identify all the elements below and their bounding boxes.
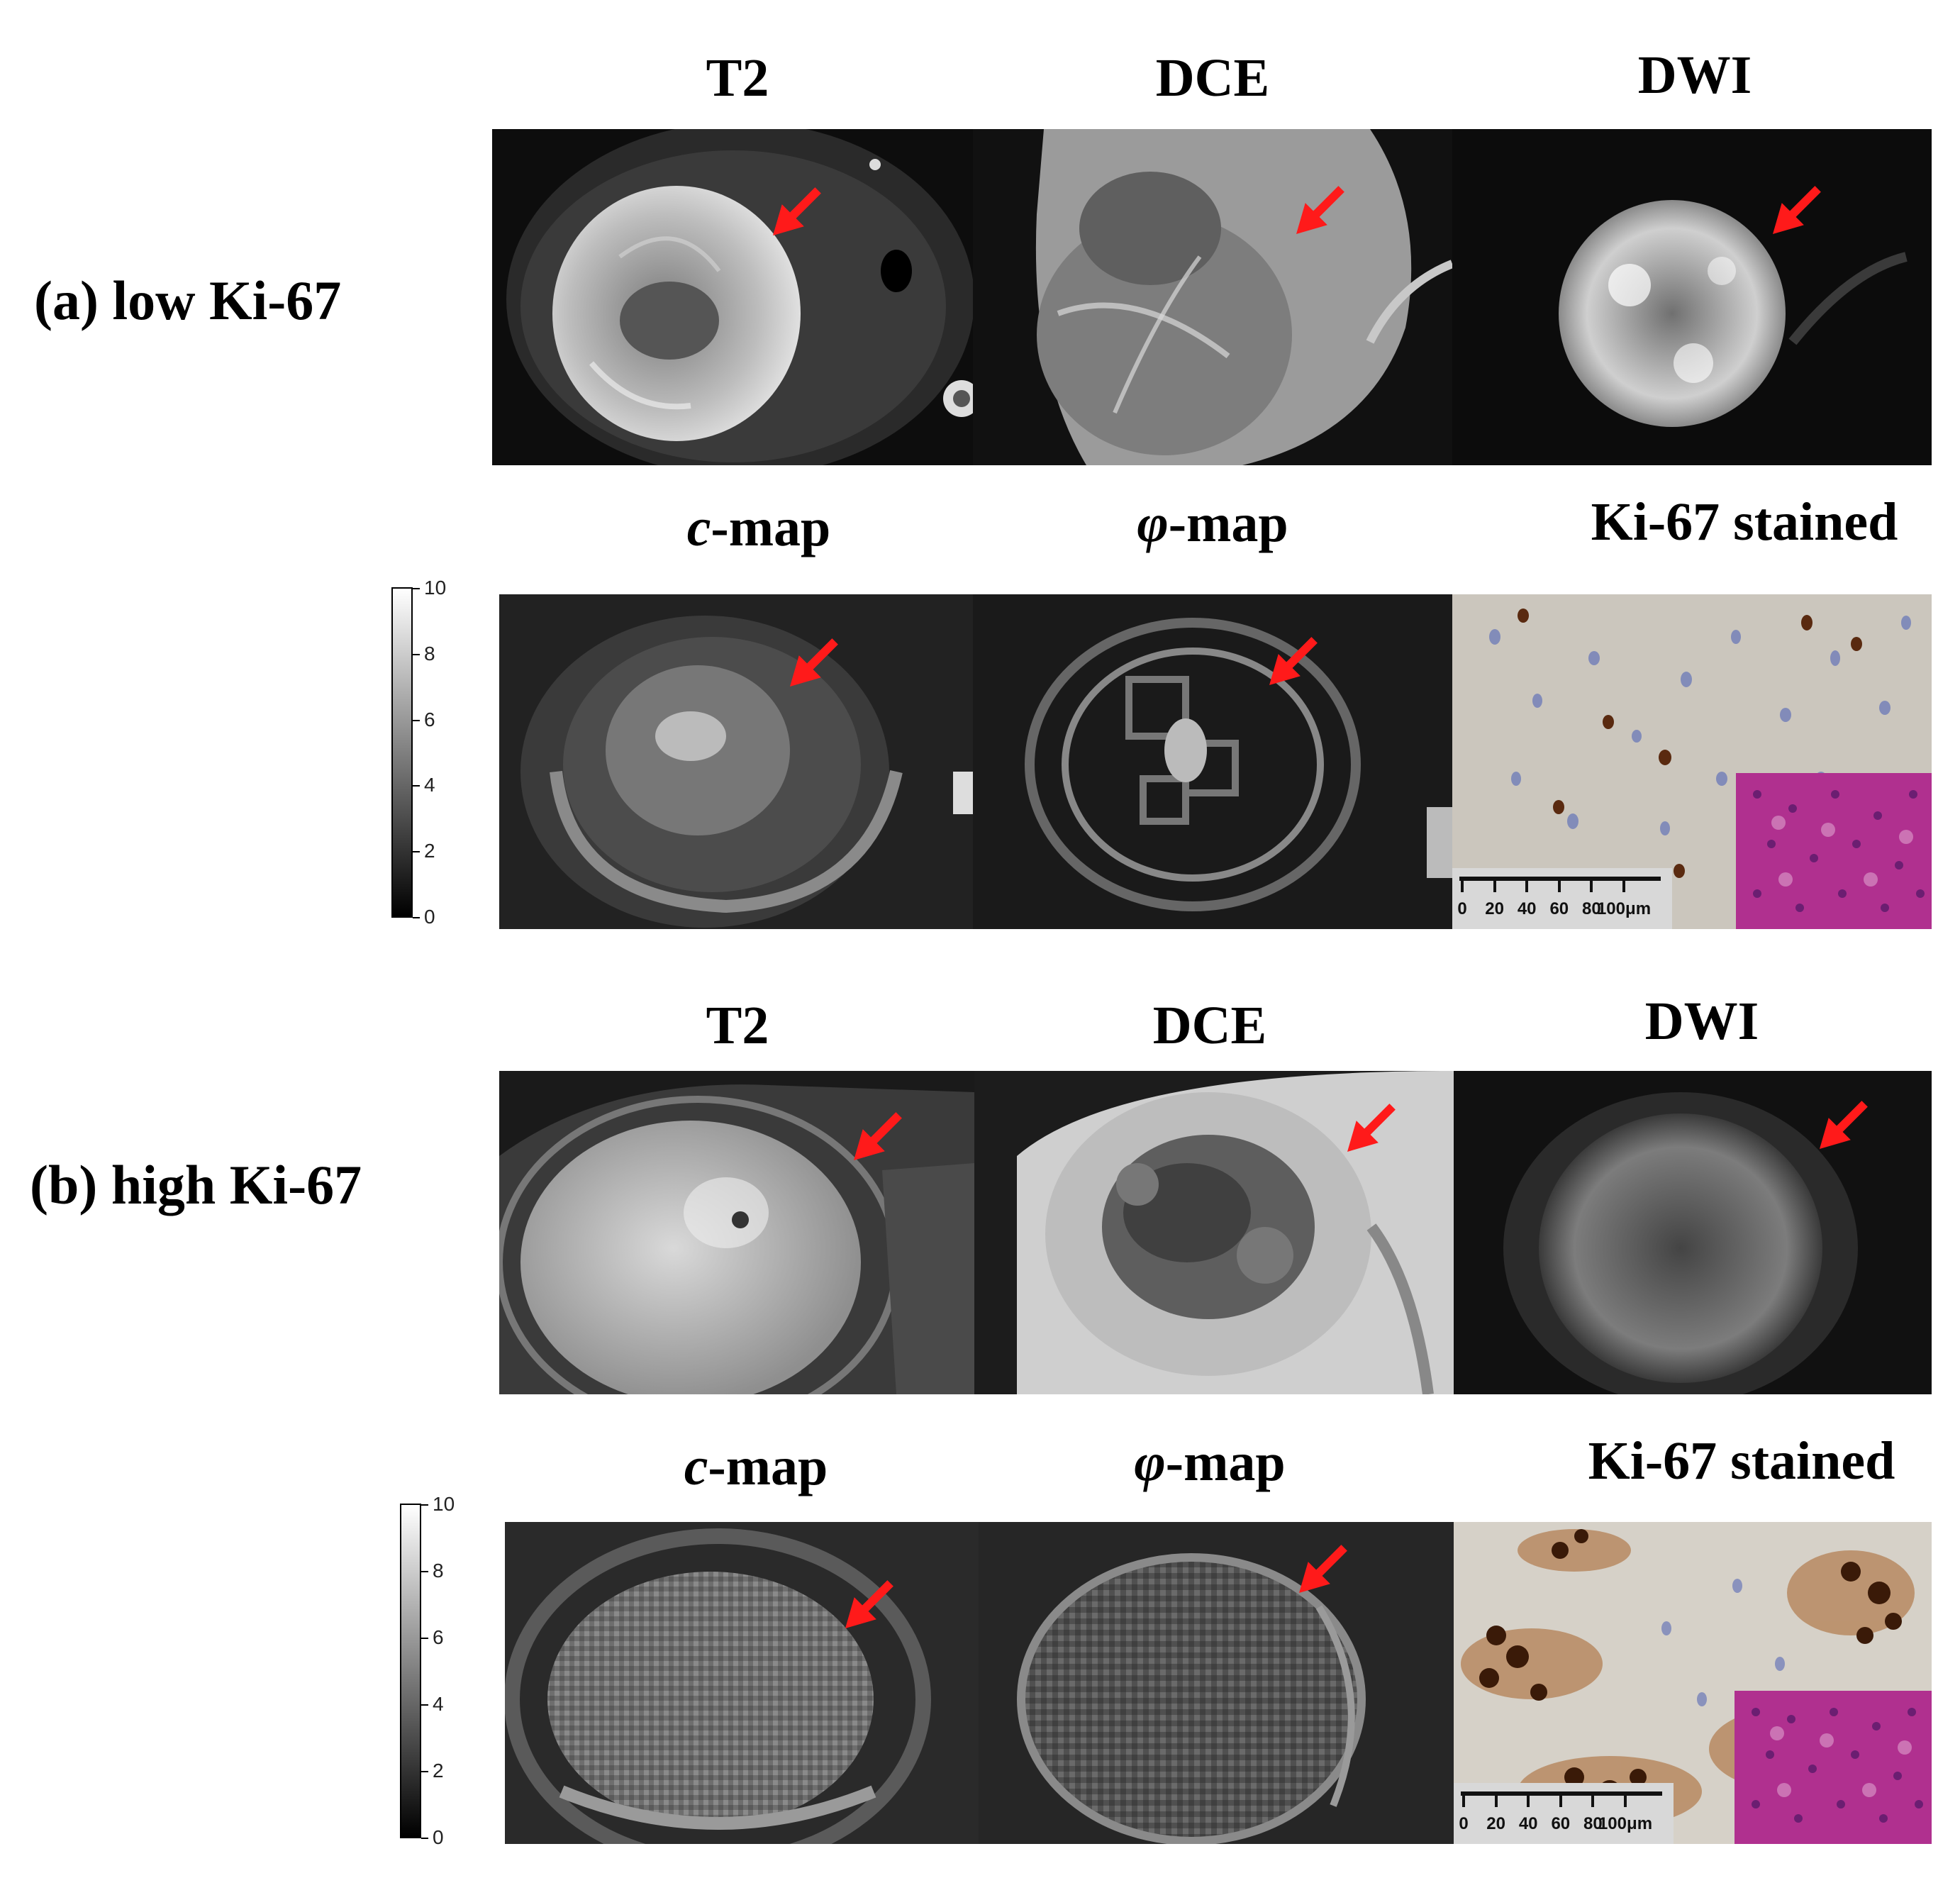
- col-label-stain-b: Ki-67 stained: [1588, 1431, 1895, 1491]
- scale-tick-label: 0: [1457, 899, 1467, 918]
- scale-tick: [1494, 1791, 1498, 1807]
- scale-tick-label: 40: [1518, 1814, 1538, 1833]
- row-label-a: (a) low Ki-67: [34, 270, 342, 331]
- scale-tick: [1590, 877, 1593, 892]
- col-label-dwi-b: DWI: [1644, 991, 1759, 1051]
- scale-tick-label: 0: [1459, 1814, 1469, 1833]
- scale-tick: [1624, 1791, 1627, 1807]
- colorbar-tick-label: 10: [433, 1493, 455, 1515]
- he-inset-b: [1735, 1691, 1932, 1844]
- colorbar-tick-label: 8: [433, 1560, 444, 1582]
- scale-tick-label: 80: [1582, 899, 1601, 918]
- col-label-dwi-a: DWI: [1637, 45, 1752, 105]
- col-label-phimap-b: φ-map: [1134, 1433, 1286, 1492]
- col-label-dce-b: DCE: [1152, 996, 1267, 1055]
- colorbar-tick-label: 4: [424, 774, 435, 796]
- colorbar-tick: [413, 588, 420, 589]
- colorbar-tick-label: 6: [433, 1626, 444, 1648]
- ki67-stain-panel-b: 0 20 40 60 80 100μm: [1454, 1522, 1932, 1844]
- scale-tick: [1559, 1791, 1562, 1807]
- colorbar-b: 10 8 6 4 2 0: [400, 1494, 464, 1848]
- colorbar-tick-label: 0: [433, 1826, 444, 1848]
- scale-tick: [1527, 1791, 1530, 1807]
- mri-t2-panel-b: [499, 1071, 974, 1394]
- colorbar-tick-label: 2: [424, 840, 435, 862]
- colorbar-tick: [421, 1838, 428, 1839]
- colorbar-tick: [421, 1571, 428, 1572]
- scale-tick: [1462, 1791, 1465, 1807]
- colorbar-a: 10 8 6 4 2 0: [391, 578, 455, 927]
- colorbar-tick: [413, 785, 420, 787]
- mri-dwi-panel-a: [1452, 129, 1932, 465]
- c-map-panel-b: [505, 1522, 979, 1844]
- scale-tick: [1591, 1791, 1595, 1807]
- scale-tick-label: 60: [1551, 1814, 1571, 1833]
- scale-tick-label: 20: [1485, 899, 1504, 918]
- scale-tick: [1622, 877, 1625, 892]
- colorbar-tick-label: 10: [424, 577, 447, 599]
- mri-dwi-panel-b: [1454, 1071, 1932, 1394]
- col-label-cmap-b: c-map: [684, 1437, 828, 1496]
- scale-tick-label: 20: [1486, 1814, 1505, 1833]
- mri-dce-panel-b: [974, 1071, 1454, 1394]
- scale-tick: [1493, 877, 1496, 892]
- colorbar-tick: [421, 1771, 428, 1772]
- scale-bar-b: 0 20 40 60 80 100μm: [1454, 1783, 1674, 1844]
- colorbar-tick-label: 4: [433, 1693, 444, 1715]
- colorbar-tick-label: 6: [424, 708, 435, 730]
- phi-map-panel-a: [973, 594, 1452, 929]
- scale-tick: [1557, 877, 1561, 892]
- he-inset-a: [1736, 773, 1932, 929]
- col-label-stain-a: Ki-67 stained: [1591, 492, 1898, 552]
- colorbar-tick: [421, 1638, 428, 1639]
- colorbar-tick-label: 8: [424, 642, 435, 665]
- scale-tick: [1461, 877, 1464, 892]
- col-label-phimap-a: φ-map: [1137, 494, 1288, 553]
- colorbar-tick: [421, 1504, 428, 1506]
- col-label-t2-a: T2: [706, 48, 769, 108]
- colorbar-tick: [413, 719, 420, 721]
- colorbar-tick: [413, 653, 420, 655]
- row-label-b: (b) high Ki-67: [30, 1154, 362, 1216]
- col-label-t2-b: T2: [706, 996, 769, 1055]
- mri-dce-panel-a: [973, 129, 1452, 465]
- scale-tick-label: 60: [1549, 899, 1569, 918]
- colorbar-tick-label: 0: [424, 906, 435, 928]
- col-label-cmap-a: c-map: [686, 498, 831, 557]
- colorbar-tick: [413, 917, 420, 918]
- ki67-stain-panel-a: 0 20 40 60 80 100μm: [1452, 594, 1932, 929]
- colorbar-tick: [421, 1704, 428, 1706]
- scale-tick-label: 80: [1583, 1814, 1603, 1833]
- scale-tick-label: 100μm: [1596, 899, 1652, 918]
- phi-map-panel-b: [979, 1522, 1454, 1844]
- colorbar-tick-label: 2: [433, 1760, 444, 1782]
- c-map-panel-a: [499, 594, 973, 929]
- scale-tick-label: 40: [1517, 899, 1537, 918]
- scale-tick: [1525, 877, 1529, 892]
- scale-bar-a: 0 20 40 60 80 100μm: [1452, 868, 1672, 929]
- col-label-dce-a: DCE: [1155, 48, 1270, 108]
- mri-t2-panel-a: [492, 129, 973, 465]
- colorbar-tick: [413, 851, 420, 853]
- scale-tick-label: 100μm: [1598, 1814, 1653, 1833]
